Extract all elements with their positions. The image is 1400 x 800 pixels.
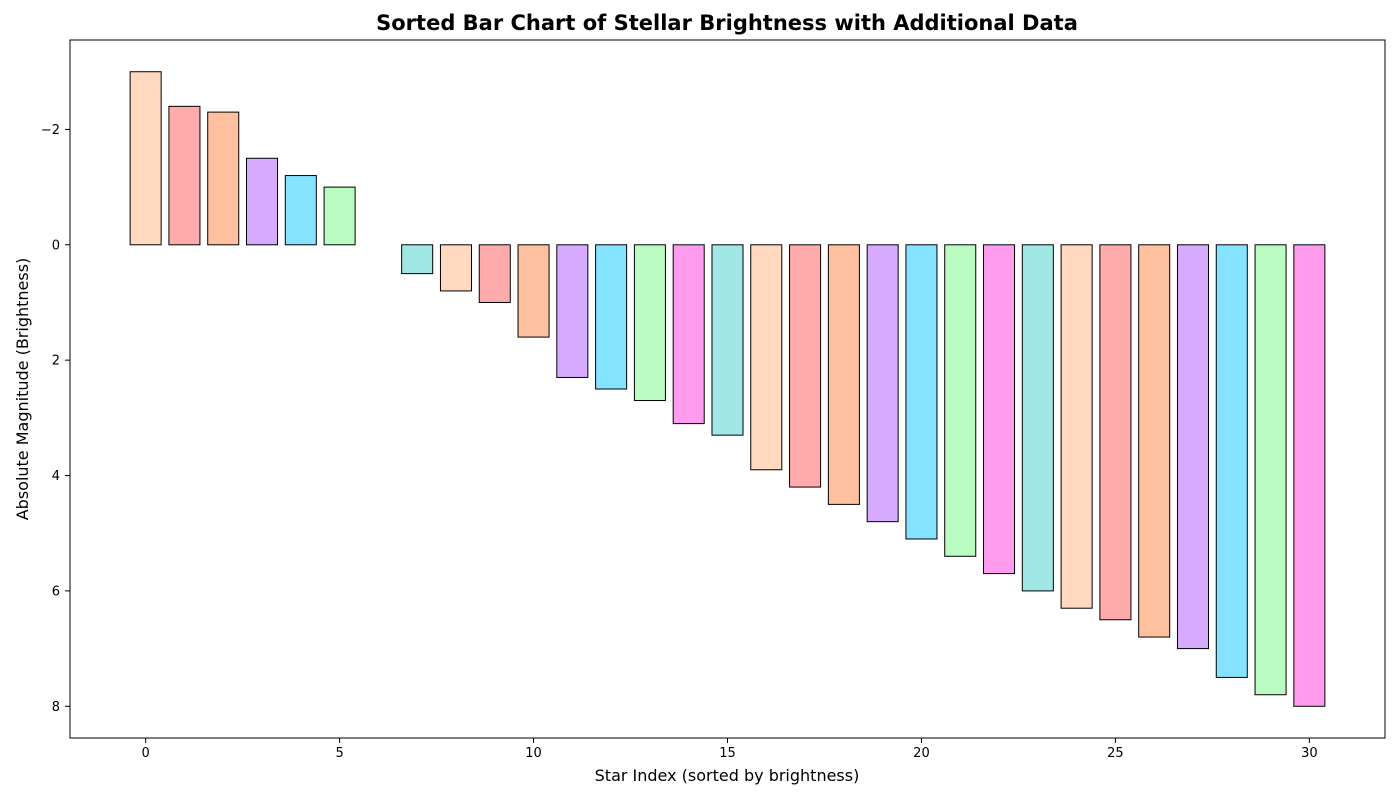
bar-star-19 (866, 244, 899, 523)
x-tick-label: 0 (142, 746, 150, 761)
bar-star-17 (789, 244, 822, 488)
y-tick-label: 8 (52, 700, 60, 715)
bar-star-9 (478, 244, 511, 303)
y-tick-label: 2 (52, 354, 60, 369)
bar-star-7 (401, 244, 434, 275)
bar-star-28 (1215, 244, 1248, 678)
x-tick-label: 15 (719, 746, 736, 761)
bar-star-11 (556, 244, 589, 378)
bar-star-10 (517, 244, 550, 338)
y-tick-label: −2 (41, 123, 60, 138)
y-tick-label: 4 (52, 469, 60, 484)
chart-title: Sorted Bar Chart of Stellar Brightness w… (376, 11, 1078, 35)
bar-star-27 (1176, 244, 1209, 650)
bar-star-5 (323, 186, 356, 246)
bar-star-2 (207, 111, 240, 246)
y-tick-label: 6 (52, 584, 60, 599)
x-tick-label: 5 (335, 746, 343, 761)
bar-star-20 (905, 244, 938, 540)
bar-star-16 (750, 244, 783, 471)
bar-star-24 (1060, 244, 1093, 609)
bar-star-25 (1099, 244, 1132, 621)
bar-star-4 (284, 175, 317, 246)
x-axis: 0 5 10 15 20 25 30 (142, 738, 1318, 761)
x-tick-label: 20 (913, 746, 930, 761)
bar-star-14 (672, 244, 705, 425)
bar-star-29 (1254, 244, 1287, 696)
bar-star-15 (711, 244, 744, 436)
x-tick-label: 10 (525, 746, 542, 761)
bar-star-30 (1293, 244, 1326, 707)
bars-group (129, 71, 1326, 707)
x-tick-label: 30 (1301, 746, 1318, 761)
x-axis-label: Star Index (sorted by brightness) (595, 766, 860, 785)
bar-star-3 (246, 157, 279, 246)
bar-star-13 (633, 244, 666, 402)
y-tick-label: 0 (52, 238, 60, 253)
bar-star-18 (827, 244, 860, 505)
x-tick-label: 25 (1107, 746, 1124, 761)
bar-star-21 (944, 244, 977, 557)
y-axis-label: Absolute Magnitude (Brightness) (13, 258, 32, 521)
bar-star-12 (595, 244, 628, 390)
bar-star-23 (1021, 244, 1054, 592)
bar-star-1 (168, 105, 201, 246)
y-axis: −2 0 2 4 6 8 (41, 123, 70, 715)
bar-star-0 (129, 71, 162, 246)
bar-star-26 (1138, 244, 1171, 638)
bar-star-8 (439, 244, 472, 292)
bar-star-22 (983, 244, 1016, 575)
